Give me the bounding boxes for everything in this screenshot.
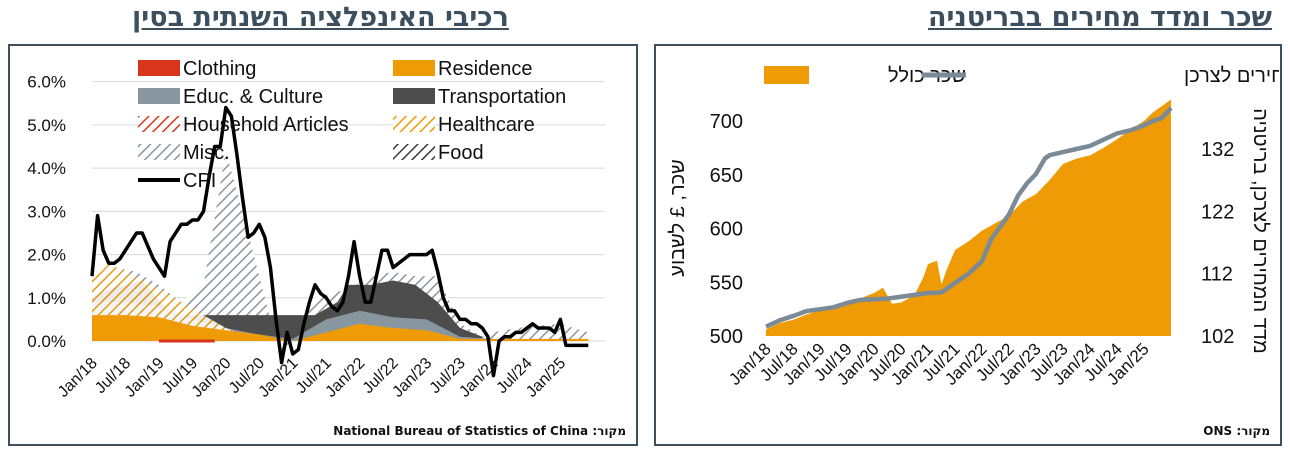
legend-swatch bbox=[138, 116, 180, 132]
legend-label: CPI bbox=[183, 170, 216, 192]
y-left-tick-label: 700 bbox=[710, 111, 743, 133]
y-left-tick-label: 600 bbox=[710, 219, 743, 241]
legend-swatch-wage bbox=[764, 66, 809, 84]
y-right-tick-label: 102 bbox=[1201, 326, 1234, 348]
y-right-tick-label: 122 bbox=[1201, 201, 1234, 223]
wage-area bbox=[766, 99, 1171, 336]
y-right-axis-label: מדד המחירים לצרכן, בריטניה bbox=[1249, 108, 1271, 353]
legend-swatch bbox=[138, 60, 180, 76]
left-chart-heading: רכיבי האינפלציה השנתית בסין bbox=[132, 2, 509, 33]
y-right-tick-label: 112 bbox=[1201, 264, 1233, 286]
y-tick-label: 6.0% bbox=[27, 73, 66, 92]
misc-food-area bbox=[92, 150, 589, 354]
y-tick-label: 3.0% bbox=[27, 202, 66, 221]
legend-swatch bbox=[393, 88, 435, 104]
uk-wage-cpi-panel: 500 550 600 650 700 102 112 122 132 Jan/18 Jul/18 J… bbox=[654, 44, 1282, 446]
legend-label: Clothing bbox=[183, 58, 256, 80]
legend-swatch bbox=[393, 116, 435, 132]
y-left-tick-label: 650 bbox=[710, 165, 743, 187]
y-left-tick-label: 550 bbox=[710, 272, 743, 294]
y-tick-label: 5.0% bbox=[27, 116, 66, 135]
y-tick-label: 2.0% bbox=[27, 246, 66, 265]
cpi-line bbox=[90, 105, 589, 378]
legend-label: Misc. bbox=[183, 142, 230, 164]
uk-cpi-line bbox=[765, 106, 1173, 329]
right-chart-heading: שכר ומדד מחירים בבריטניה bbox=[927, 2, 1272, 33]
right-source-note: מקור: ONS bbox=[1203, 424, 1270, 438]
y-tick-label: 4.0% bbox=[27, 159, 66, 178]
legend-swatch bbox=[138, 144, 180, 160]
legend-label: Healthcare bbox=[438, 114, 535, 136]
residence-area bbox=[92, 315, 589, 342]
y-right-tick-label: 132 bbox=[1201, 139, 1234, 161]
y-left-tick-label: 500 bbox=[710, 326, 743, 348]
legend-label: Food bbox=[438, 142, 484, 164]
legend-label: Transportation bbox=[438, 86, 566, 108]
legend-swatch bbox=[138, 88, 180, 104]
legend-label: Educ. & Culture bbox=[183, 86, 323, 108]
china-inflation-panel: 0.0% 1.0% 2.0% 3.0% 4.0% 5.0% 6.0% Jan/18 Jul/18… bbox=[8, 44, 638, 446]
y-tick-label: 1.0% bbox=[27, 289, 66, 308]
x-tick-label: Jan/18 bbox=[55, 355, 101, 401]
legend-swatch bbox=[393, 60, 435, 76]
legend-label: Residence bbox=[438, 58, 533, 80]
legend-swatch bbox=[393, 144, 435, 160]
left-source-note: מקור: National Bureau of Statistics of C… bbox=[333, 424, 626, 438]
y-tick-label: 0.0% bbox=[27, 332, 66, 351]
china-inflation-chart: 0.0%1.0%2.0%3.0%4.0%5.0%6.0%Jan/18Jul/18… bbox=[27, 58, 605, 401]
legend-label: Household Articles bbox=[183, 114, 349, 136]
legend-label-cpi: מדד המחירים לצרכן bbox=[1184, 65, 1279, 87]
y-left-axis-label: שכר, £ לשבוע bbox=[667, 159, 689, 276]
uk-wage-cpi-chart: 500550600650700102112122132Jan/18Jul/18J… bbox=[667, 65, 1279, 389]
